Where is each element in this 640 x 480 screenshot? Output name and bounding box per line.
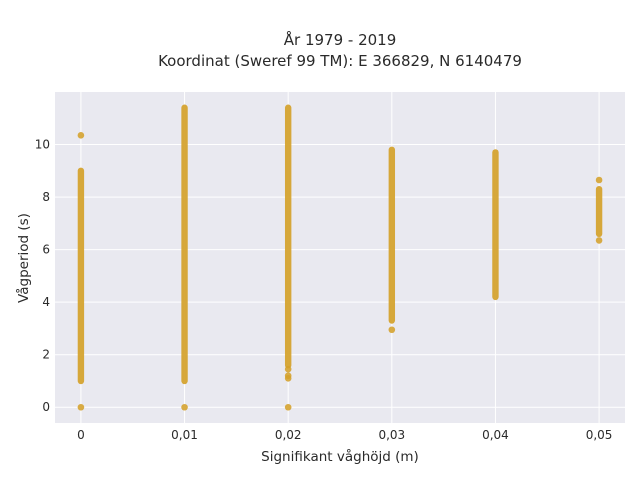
data-points	[77, 104, 603, 411]
data-point	[595, 176, 603, 184]
x-tick-label: 0,02	[275, 428, 302, 442]
x-tick-labels: 0 0,01 0,02 0,03 0,04 0,05	[77, 428, 612, 442]
x-tick-label: 0,05	[586, 428, 613, 442]
y-tick-label: 8	[42, 190, 50, 204]
plot-area	[55, 92, 625, 423]
y-tick-label: 2	[42, 348, 50, 362]
data-point	[388, 326, 396, 334]
y-tick-label: 4	[42, 295, 50, 309]
x-tick-label: 0	[77, 428, 85, 442]
data-point-column	[284, 104, 292, 369]
data-point-column	[77, 167, 85, 385]
y-tick-label: 10	[35, 138, 50, 152]
data-point-column	[492, 149, 499, 301]
y-tick-labels: 0 2 4 6 8 10	[35, 138, 50, 415]
data-point	[284, 403, 292, 411]
data-point	[595, 237, 603, 244]
data-point	[77, 403, 85, 411]
data-point	[181, 403, 188, 411]
data-point	[284, 372, 292, 380]
x-tick-label: 0,04	[482, 428, 509, 442]
y-axis-title: Vågperiod (s)	[15, 213, 32, 303]
x-tick-label: 0,01	[171, 428, 198, 442]
x-tick-label: 0,03	[378, 428, 405, 442]
x-axis-title: Signifikant våghöjd (m)	[261, 448, 419, 465]
data-point-column	[181, 104, 188, 385]
chart-title-line-2: Koordinat (Sweref 99 TM): E 366829, N 61…	[158, 52, 522, 70]
y-tick-label: 6	[42, 243, 50, 257]
data-point-column	[388, 146, 396, 324]
data-point	[77, 132, 85, 139]
chart-title-line-1: År 1979 - 2019	[284, 30, 397, 49]
data-point	[284, 365, 292, 373]
y-tick-label: 0	[42, 400, 50, 414]
data-point-column	[595, 185, 603, 238]
